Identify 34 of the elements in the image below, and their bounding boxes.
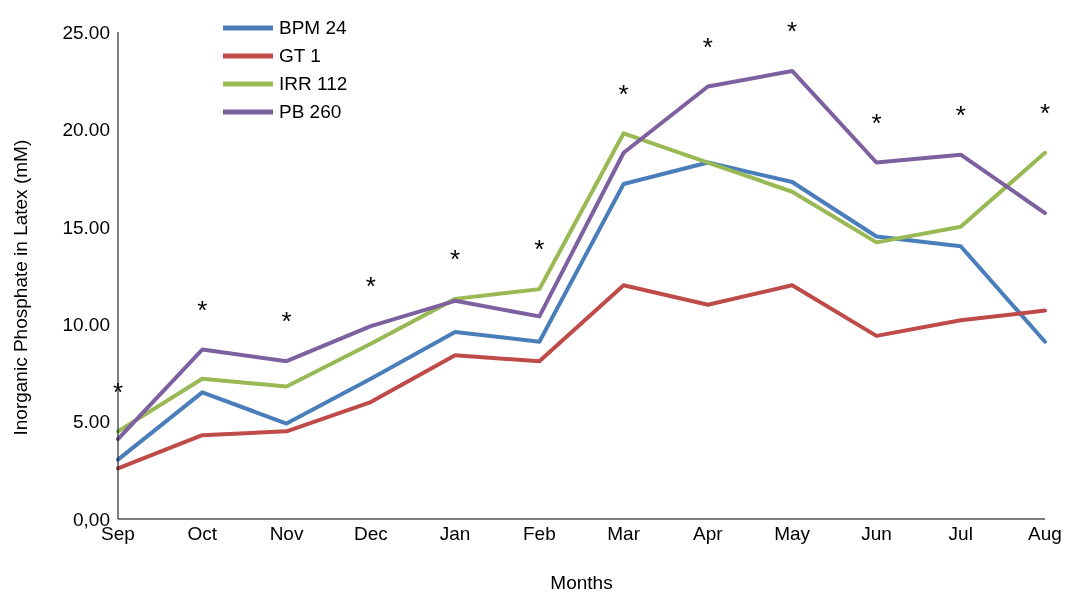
y-tick-label: 20.00 bbox=[62, 119, 110, 141]
annotation: * bbox=[871, 107, 882, 138]
annotation: * bbox=[450, 244, 461, 275]
x-tick-label: Mar bbox=[607, 523, 641, 545]
annotation: * bbox=[787, 16, 798, 47]
legend-label: PB 260 bbox=[279, 101, 342, 123]
annotation: * bbox=[112, 376, 124, 407]
x-tick-label: May bbox=[774, 523, 811, 545]
y-tick-label: 25.00 bbox=[62, 21, 110, 43]
x-tick-label: Dec bbox=[353, 523, 388, 545]
legend-label: IRR 112 bbox=[279, 73, 348, 95]
annotation: * bbox=[534, 234, 545, 265]
x-tick-label: Aug bbox=[1028, 523, 1062, 545]
x-tick-label: Apr bbox=[693, 523, 724, 545]
x-tick-label: Jun bbox=[861, 523, 892, 545]
x-tick-label: Nov bbox=[269, 523, 304, 545]
annotation: * bbox=[281, 306, 292, 337]
y-axis-title: Inorganic Phosphate in Latex (mM) bbox=[9, 139, 31, 436]
annotation: * bbox=[197, 294, 208, 325]
x-tick-label: Feb bbox=[522, 523, 556, 545]
legend-label: BPM 24 bbox=[279, 17, 347, 39]
x-axis-title: Months bbox=[550, 572, 613, 593]
annotation: * bbox=[955, 99, 966, 130]
annotation: * bbox=[702, 31, 713, 62]
y-tick-label: 15.00 bbox=[62, 216, 110, 238]
x-tick-label: Jan bbox=[439, 523, 471, 545]
x-tick-label: Jul bbox=[948, 523, 973, 545]
annotation: * bbox=[1039, 98, 1051, 129]
y-tick-label: 10.00 bbox=[62, 313, 110, 335]
annotation: * bbox=[618, 78, 629, 109]
x-tick-label: Oct bbox=[187, 523, 218, 545]
legend-label: GT 1 bbox=[279, 45, 321, 67]
y-tick-label: 5.00 bbox=[73, 411, 110, 433]
annotation: * bbox=[365, 271, 376, 302]
